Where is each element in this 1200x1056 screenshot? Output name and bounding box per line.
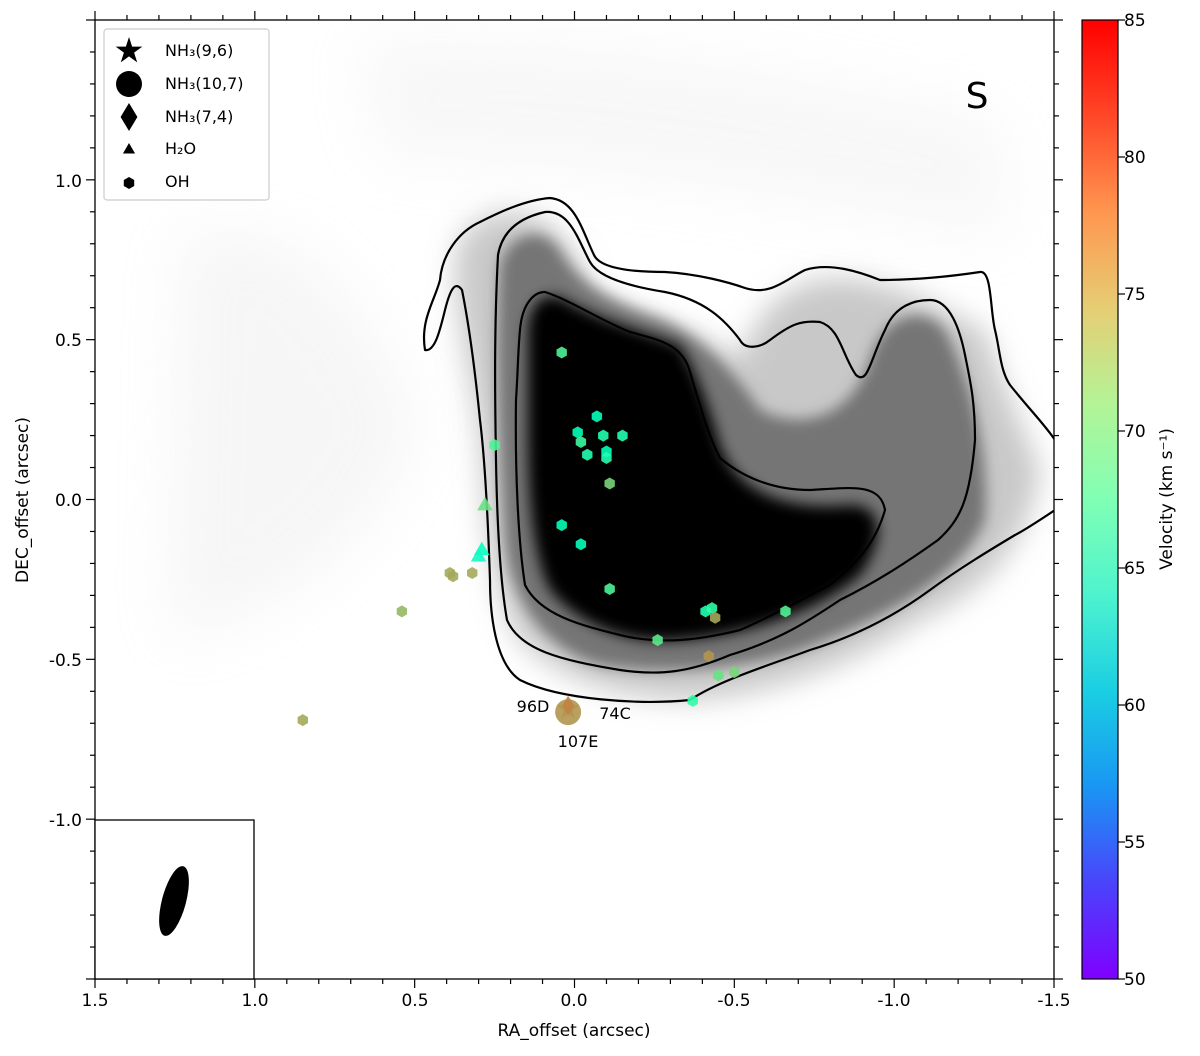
annotation-74C: 74C — [599, 704, 631, 723]
colorbar-ticks — [1118, 19, 1125, 980]
x-tick-label: 0.0 — [560, 991, 587, 1011]
legend-label: H₂O — [165, 139, 196, 158]
x-tick-label: -1.5 — [1037, 991, 1070, 1011]
colorbar-tick-label: 75 — [1124, 285, 1146, 305]
colorbar-tick-labels: 50 55 60 65 70 75 80 85 — [1124, 11, 1146, 990]
beam-ellipse — [159, 866, 189, 936]
colorbar-tick-label: 80 — [1124, 148, 1146, 168]
colorbar-tick-label: 70 — [1124, 422, 1146, 442]
x-tick-label: -1.0 — [877, 991, 910, 1011]
legend-frame — [103, 28, 270, 201]
colorbar-tick-label: 85 — [1124, 11, 1146, 31]
x-tick-label: 1.5 — [81, 991, 108, 1011]
contour-level-1 — [422, 196, 1054, 703]
legend-label: OH — [165, 172, 190, 191]
legend-label: NH₃(10,7) — [165, 74, 244, 93]
x-tick-label: -0.5 — [717, 991, 750, 1011]
x-tick-labels: 1.5 1.0 0.5 0.0 -0.5 -1.0 -1.5 — [81, 991, 1070, 1011]
contour-level-3 — [514, 290, 887, 642]
markers — [297, 346, 791, 727]
contour-level-2 — [494, 210, 977, 674]
colorbar-title: Velocity (km s⁻¹) — [1157, 428, 1177, 570]
contours — [422, 196, 1054, 703]
circle-icon — [116, 71, 142, 97]
core-emission — [528, 296, 878, 641]
panel-label: S — [966, 76, 989, 117]
annotation-96D: 96D — [517, 697, 550, 716]
axis-ticks — [86, 11, 1063, 988]
legend-label: NH₃(9,6) — [165, 41, 233, 60]
annotation-107E: 107E — [558, 732, 599, 751]
y-tick-label: 0.0 — [55, 491, 82, 511]
legend: NH₃(9,6) NH₃(10,7) NH₃(7,4) H₂O OH — [103, 28, 270, 201]
y-tick-label: 0.5 — [55, 331, 82, 351]
y-tick-labels: 1.0 0.5 0.0 -0.5 -1.0 — [49, 172, 82, 831]
colorbar-tick-label: 65 — [1124, 559, 1146, 579]
faint-halo — [170, 38, 1010, 640]
x-axis-title: RA_offset (arcsec) — [497, 1021, 650, 1041]
legend-entry-nh3-107: NH₃(10,7) — [116, 71, 244, 97]
legend-label: NH₃(7,4) — [165, 107, 233, 126]
y-tick-label: -1.0 — [49, 811, 82, 831]
colorbar-tick-label: 60 — [1124, 696, 1146, 716]
annotations: 96D 74C 107E — [517, 697, 631, 751]
y-axis-title: DEC_offset (arcsec) — [13, 417, 33, 583]
legend-entry-h2o: H₂O — [122, 139, 196, 158]
colorbar-tick-label: 50 — [1124, 970, 1146, 990]
y-tick-label: 1.0 — [55, 172, 82, 192]
legend-entry-nh3-74: NH₃(7,4) — [120, 103, 233, 131]
colorbar-bar — [1081, 19, 1119, 980]
y-tick-label: -0.5 — [49, 651, 82, 671]
colorbar: 50 55 60 65 70 75 80 85 Velocity (km s⁻¹… — [1081, 11, 1177, 990]
x-tick-label: 0.5 — [401, 991, 428, 1011]
colorbar-tick-label: 55 — [1124, 833, 1146, 853]
legend-entry-nh3-96: NH₃(9,6) — [115, 37, 233, 63]
x-tick-label: 1.0 — [241, 991, 268, 1011]
beam-inset — [94, 819, 255, 980]
intensity-map — [170, 38, 1040, 700]
legend-entry-oh: OH — [123, 172, 190, 191]
